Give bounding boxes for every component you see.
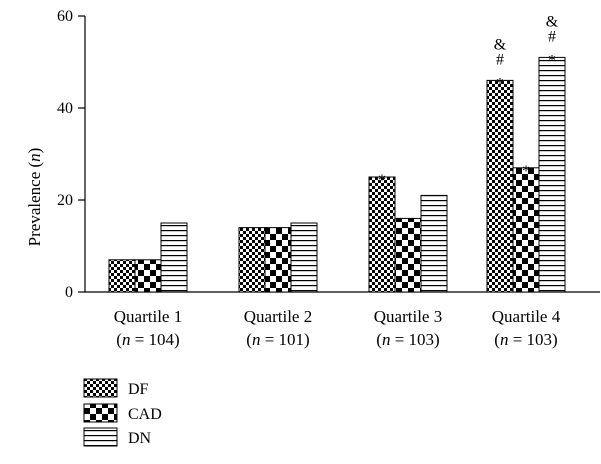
bar-cad-q4	[512, 167, 540, 293]
category-label: Quartile 2	[244, 307, 312, 326]
bar-cad-q1	[134, 259, 162, 293]
category-labels: Quartile 1 (n = 104) Quartile 2 (n = 101) Qu…	[114, 307, 561, 349]
category-n-label: (n = 101)	[246, 330, 309, 349]
annotation-mark: *	[522, 163, 530, 180]
annotation-mark: *	[496, 75, 504, 92]
y-tick-label: 60	[57, 8, 73, 25]
y-tick-label: 0	[65, 284, 73, 301]
legend-label-df: DF	[128, 381, 149, 398]
bar-df-q1	[108, 259, 136, 293]
category-label: Quartile 1	[114, 307, 182, 326]
annotation-mark: &	[494, 36, 507, 53]
annotation-mark: #	[496, 51, 504, 68]
bar-dn-q2	[290, 222, 318, 293]
category-n-label: (n = 103)	[494, 330, 557, 349]
y-tick-label: 20	[57, 192, 73, 209]
legend-label-cad: CAD	[128, 406, 162, 423]
bar-dn-q1	[160, 222, 188, 293]
category-label: Quartile 4	[492, 307, 561, 326]
bar-dn-q3	[420, 194, 448, 293]
category-n-label: (n = 103)	[376, 330, 439, 349]
bar-dn-q4	[538, 56, 566, 293]
y-axis: 0 20 40 60	[57, 8, 86, 301]
y-tick-label: 40	[57, 100, 73, 117]
bar-df-q2	[238, 227, 266, 293]
y-axis-label: Prevalence (n)	[25, 148, 44, 247]
legend: DF CAD DN	[83, 378, 162, 447]
legend-swatch-dn	[83, 427, 118, 447]
annotation-mark: #	[548, 28, 556, 45]
legend-label-dn: DN	[128, 430, 152, 447]
annotation-mark: *	[548, 52, 556, 69]
legend-swatch-df	[83, 378, 118, 398]
bar-df-q3	[368, 176, 396, 293]
category-n-label: (n = 104)	[116, 330, 179, 349]
annotation-mark: &	[546, 13, 559, 30]
bar-cad-q3	[394, 217, 422, 293]
legend-swatch-cad	[83, 403, 118, 423]
bar-cad-q2	[264, 227, 292, 293]
annotation-mark: *	[378, 172, 386, 189]
bar-df-q4	[486, 79, 514, 293]
significance-annotations: *&#**&#*	[378, 13, 559, 189]
bars	[108, 56, 566, 293]
category-label: Quartile 3	[374, 307, 442, 326]
